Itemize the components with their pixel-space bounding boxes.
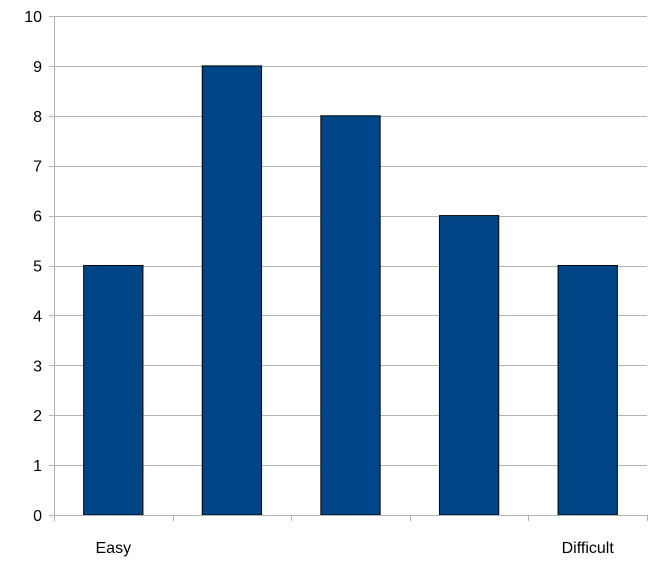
y-tick-label-2: 2 [33,408,42,425]
y-tick-label-9: 9 [33,59,42,76]
y-tick-label-7: 7 [33,159,42,176]
axes [49,16,648,521]
bar-4 [557,265,618,516]
y-tick-label-8: 8 [33,109,42,126]
y-tick-label-10: 10 [24,9,42,26]
y-tick-label-6: 6 [33,209,42,226]
bar-0 [83,265,144,516]
bars [83,65,618,516]
x-category-label-0: Easy [96,540,132,557]
x-category-label-4: Difficult [562,540,615,557]
x-category-labels: Easy Difficult [96,540,615,557]
y-tick-label-5: 5 [33,259,42,276]
y-tick-label-0: 0 [33,508,42,525]
y-tick-label-4: 4 [33,308,42,325]
bar-1 [201,65,263,516]
y-tick-labels: 0 1 2 3 4 5 6 7 8 9 10 [24,9,42,525]
bar-2 [320,115,381,516]
bar-3 [438,215,500,516]
y-tick-label-3: 3 [33,358,42,375]
y-tick-label-1: 1 [33,458,42,475]
